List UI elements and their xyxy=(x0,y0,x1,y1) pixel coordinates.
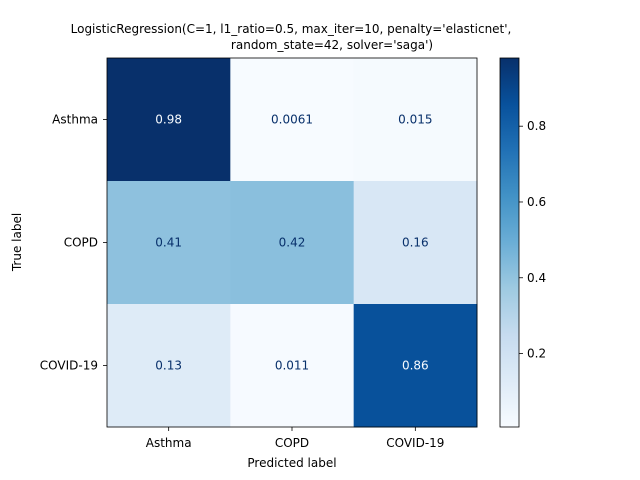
cell-value-label: 0.011 xyxy=(275,359,309,373)
heatmap-cell-r0-c2 xyxy=(353,58,478,182)
heatmap-cell-r2-c0 xyxy=(107,304,231,428)
colorbar xyxy=(499,57,520,428)
cell-value-label: 0.41 xyxy=(155,236,182,250)
colorbar-tick-label: 0.2 xyxy=(527,347,546,361)
y-tick-label: COVID-19 xyxy=(40,359,98,373)
colorbar-tick-label: 0.4 xyxy=(527,271,546,285)
colorbar-tick-label: 0.6 xyxy=(527,195,546,209)
heatmap-cell-r2-c2 xyxy=(353,304,478,428)
cell-value-label: 0.16 xyxy=(402,236,429,250)
heatmap-cell-r2-c1 xyxy=(230,304,355,428)
heatmap-cell-r1-c0 xyxy=(107,181,231,305)
y-axis-label: True label xyxy=(10,213,24,272)
colorbar-ticks: 0.2 0.4 0.6 0.8 xyxy=(519,119,546,361)
x-axis-label: Predicted label xyxy=(247,456,336,470)
cell-value-label: 0.0061 xyxy=(271,113,313,127)
x-tick-label: COPD xyxy=(275,436,309,450)
heatmap-cell-r0-c0 xyxy=(107,58,231,182)
heatmap-cell-labels: 0.98 0.0061 0.015 0.41 0.42 0.16 0.13 0.011 0.86 xyxy=(155,113,432,373)
x-axis-ticks: Asthma COPD COVID-19 xyxy=(146,427,444,450)
chart-title-line-2: random_state=42, solver='saga') xyxy=(231,38,433,52)
colorbar-tick-label: 0.8 xyxy=(527,119,546,133)
y-axis-ticks: Asthma COPD COVID-19 xyxy=(40,113,107,373)
heatmap-cells xyxy=(107,58,478,428)
x-tick-label: Asthma xyxy=(146,436,192,450)
cell-value-label: 0.13 xyxy=(155,359,182,373)
x-tick-label: COVID-19 xyxy=(386,436,444,450)
cell-value-label: 0.86 xyxy=(402,359,429,373)
y-tick-label: COPD xyxy=(64,236,98,250)
heatmap-cell-r1-c2 xyxy=(353,181,478,305)
heatmap-cell-r1-c1 xyxy=(230,181,355,305)
cell-value-label: 0.98 xyxy=(155,113,182,127)
heatmap-cell-r0-c1 xyxy=(230,58,355,182)
cell-value-label: 0.42 xyxy=(279,236,306,250)
cell-value-label: 0.015 xyxy=(398,113,432,127)
y-tick-label: Asthma xyxy=(52,113,98,127)
chart-title-line-1: LogisticRegression(C=1, l1_ratio=0.5, ma… xyxy=(71,22,512,36)
